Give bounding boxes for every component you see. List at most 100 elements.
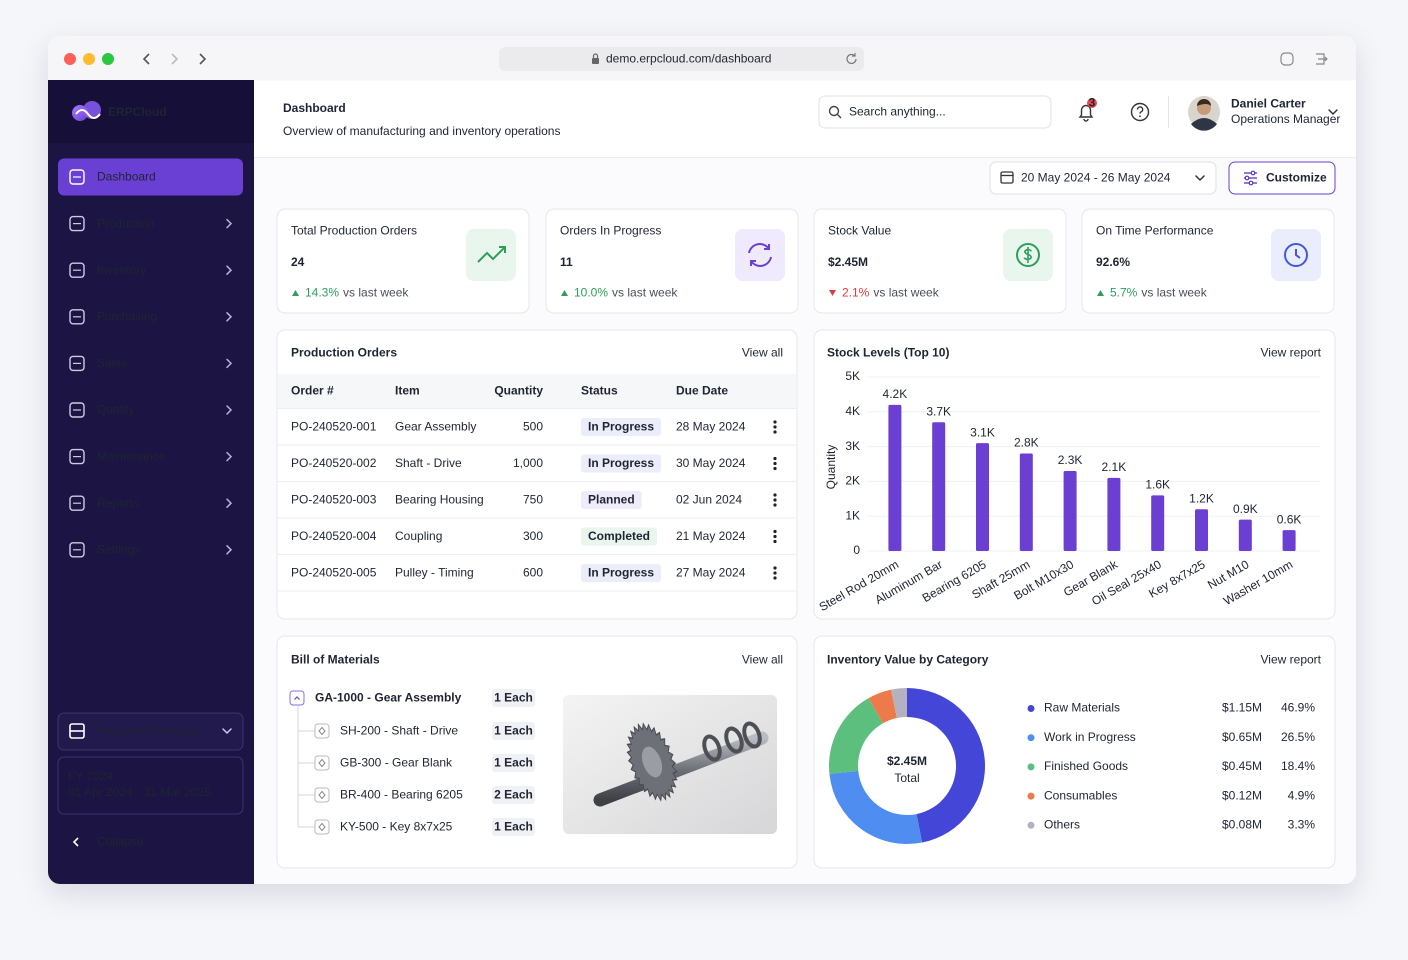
nav-item[interactable]: Production: [97, 216, 154, 230]
window-control[interactable]: [83, 53, 95, 65]
nav-item[interactable]: Dashboard: [97, 170, 156, 184]
legend-label: Work in Progress: [1044, 730, 1136, 744]
customize-button[interactable]: [1228, 161, 1336, 195]
bom-item: KY-500 - Key 8x7x25: [340, 820, 453, 834]
window-control[interactable]: [102, 53, 114, 65]
row-menu[interactable]: [773, 534, 777, 539]
legend-amount: $0.08M: [1222, 817, 1262, 831]
row-menu[interactable]: [773, 461, 777, 466]
nav-item[interactable]: Settings: [97, 542, 140, 556]
row-menu[interactable]: [773, 576, 777, 580]
nav-item[interactable]: Sales: [97, 356, 127, 370]
chevron: [226, 358, 233, 369]
back-button[interactable]: [142, 53, 150, 65]
cell: 30 May 2024: [676, 456, 746, 470]
search-box[interactable]: [818, 95, 1052, 129]
notification-count: 3: [1089, 96, 1096, 110]
row-menu[interactable]: [773, 493, 777, 497]
row-menu[interactable]: [773, 566, 777, 570]
row-menu[interactable]: [773, 539, 777, 544]
row-menu[interactable]: [773, 466, 777, 471]
row-menu[interactable]: [773, 571, 777, 575]
kpi-trend-arrow: [561, 290, 568, 296]
customize-label: Customize: [1266, 171, 1327, 185]
qty: 1 Each: [494, 820, 533, 834]
y-tick-label: 5K: [845, 369, 860, 383]
row-menu[interactable]: [773, 456, 777, 461]
cell: 02 Jun 2024: [676, 493, 742, 507]
row-menu[interactable]: [773, 529, 777, 534]
kpi-icon-box: [735, 229, 785, 281]
kpi-change-value: 10.0%: [574, 286, 608, 300]
panel-link[interactable]: View all: [742, 346, 783, 360]
nav-item[interactable]: Purchasing: [97, 309, 157, 323]
nav-item[interactable]: Maintenance: [97, 449, 166, 463]
help-icon[interactable]: [1130, 102, 1150, 122]
chevron: [226, 218, 233, 229]
legend-percent: 18.4%: [1281, 759, 1315, 773]
bom-root-icon[interactable]: [289, 690, 305, 706]
help-dot: [1139, 115, 1141, 118]
kpi-value: 11: [560, 255, 573, 269]
legend-dot: [1027, 792, 1035, 800]
lock-shackle: [592, 53, 599, 58]
row-menu[interactable]: [773, 503, 777, 507]
nav-item[interactable]: Quality: [97, 403, 134, 417]
cell: 600: [523, 566, 543, 580]
status: In Progress: [588, 566, 654, 580]
date-range-picker[interactable]: [989, 161, 1217, 195]
chart-link[interactable]: View report: [1261, 346, 1322, 360]
chart-title: Stock Levels (Top 10): [827, 346, 949, 360]
nav-icon: [69, 309, 85, 325]
reload-icon[interactable]: [846, 53, 857, 65]
panel-link[interactable]: View all: [742, 653, 783, 667]
nav-icon: [69, 495, 85, 511]
kpi-label: Total Production Orders: [291, 224, 417, 238]
row-menu[interactable]: [773, 420, 777, 424]
cell: 500: [523, 420, 543, 434]
lock-icon: [592, 58, 599, 64]
bar-value-label: 3.7K: [926, 404, 951, 418]
donut-segment: [868, 689, 897, 724]
row-menu[interactable]: [773, 425, 777, 429]
legend-dot: [1027, 763, 1035, 771]
window-content: demo.erpcloud.com/dashboard ERPCloud Dashb…: [48, 36, 1356, 884]
bom-item-icon: [314, 755, 330, 771]
kpi-change-note: vs last week: [612, 286, 678, 300]
nav-item[interactable]: Inventory: [97, 263, 146, 277]
kpi-label: Orders In Progress: [560, 224, 661, 238]
kpi-icon: [1016, 243, 1040, 267]
notifications-icon[interactable]: [1078, 104, 1094, 122]
cell: 1,000: [513, 456, 543, 470]
bar-value-label: 2.8K: [1014, 436, 1039, 450]
status: Planned: [588, 493, 635, 507]
bom-item: SH-200 - Shaft - Drive: [340, 724, 458, 738]
collapse[interactable]: Collapse: [97, 835, 144, 849]
share-icon[interactable]: [1280, 52, 1294, 66]
notification-badge: [1087, 98, 1097, 108]
forward-button[interactable]: [171, 53, 179, 65]
status-badge: [581, 564, 662, 582]
qty: 1 Each: [494, 756, 533, 770]
window-control[interactable]: [64, 53, 76, 65]
row-menu[interactable]: [773, 430, 777, 434]
company-selector[interactable]: [57, 712, 244, 751]
chevron: [1328, 109, 1338, 116]
kpi-change-note: vs last week: [1141, 286, 1207, 300]
legend-percent: 46.9%: [1281, 701, 1315, 715]
bom-item-icon-detail: [318, 758, 326, 768]
tabs-icon[interactable]: [1316, 53, 1328, 65]
bar: [1238, 519, 1252, 551]
url-bar[interactable]: [499, 47, 864, 71]
chart-link[interactable]: View report: [1261, 653, 1322, 667]
user-name: Daniel Carter: [1231, 97, 1306, 111]
row-menu[interactable]: [773, 498, 777, 502]
kpi-change: 2.1% vs last week: [842, 286, 940, 300]
header: [254, 81, 1356, 157]
nav-item[interactable]: Reports: [97, 496, 139, 510]
search-icon-handle: [837, 114, 842, 119]
donut-segment: [890, 688, 907, 719]
page-title: Dashboard: [283, 101, 346, 115]
next-button[interactable]: [199, 53, 207, 65]
